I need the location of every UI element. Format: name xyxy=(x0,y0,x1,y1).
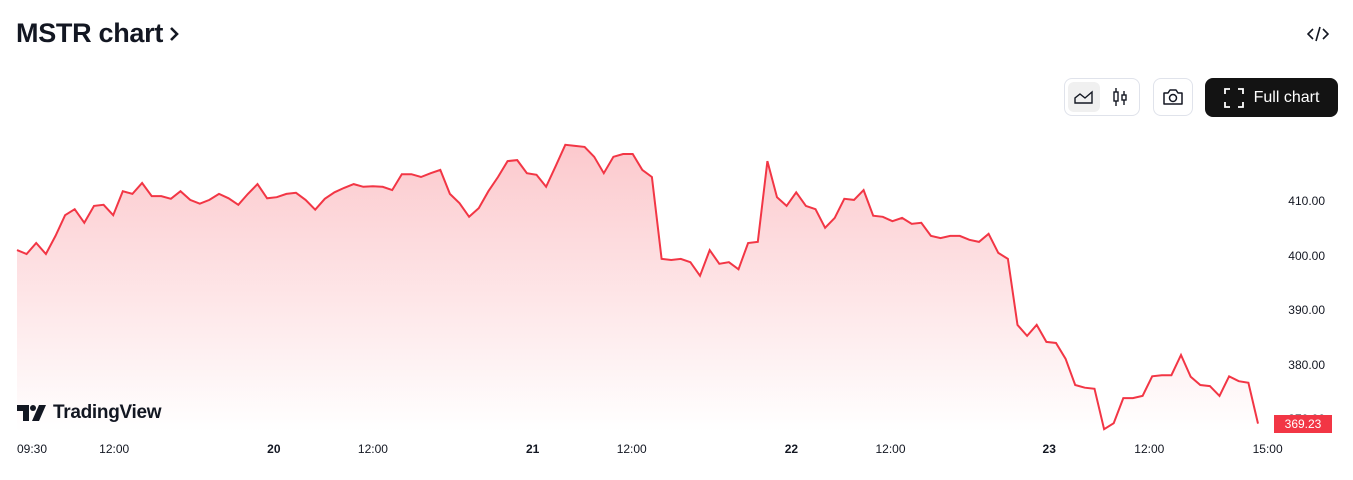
tradingview-logo-icon xyxy=(17,405,46,421)
candlestick-icon xyxy=(1113,88,1127,106)
code-icon xyxy=(1307,26,1329,42)
y-tick-label: 400.00 xyxy=(1288,248,1325,263)
x-tick-label: 15:00 xyxy=(1252,442,1283,456)
x-tick-label: 12:00 xyxy=(357,442,388,456)
y-tick-label: 410.00 xyxy=(1288,194,1325,208)
candlestick-chart-button[interactable] xyxy=(1104,82,1136,112)
tradingview-logo[interactable]: TradingView xyxy=(17,402,162,424)
x-tick-label: 12:00 xyxy=(875,442,906,456)
chart-title: MSTR chart xyxy=(16,18,164,48)
x-tick-label: 12:00 xyxy=(1134,442,1165,456)
full-chart-label: Full chart xyxy=(1253,88,1320,106)
fullscreen-icon xyxy=(1223,87,1244,108)
chevron-right-icon xyxy=(170,26,179,41)
chart-type-switch xyxy=(1064,78,1140,116)
x-tick-label: 09:30 xyxy=(17,442,48,456)
last-price-badge: 369.23 xyxy=(1274,415,1332,433)
x-tick-label: 23 xyxy=(1042,442,1056,456)
y-tick-label: 390.00 xyxy=(1288,303,1325,318)
chart-title-link[interactable]: MSTR chart xyxy=(16,18,179,49)
tradingview-logo-text: TradingView xyxy=(53,402,162,423)
area-chart-button[interactable] xyxy=(1068,82,1100,112)
x-tick-label: 22 xyxy=(784,442,799,456)
price-line xyxy=(16,143,1259,431)
area-chart-icon xyxy=(1074,90,1093,104)
snapshot-button[interactable] xyxy=(1153,78,1193,116)
embed-code-button[interactable] xyxy=(1304,22,1332,46)
price-area-fill xyxy=(17,144,1258,433)
y-tick-label: 380.00 xyxy=(1288,357,1325,372)
full-chart-button[interactable]: Full chart xyxy=(1205,78,1338,117)
x-tick-label: 12:00 xyxy=(99,442,130,456)
x-tick-label: 20 xyxy=(267,442,281,456)
camera-icon xyxy=(1163,89,1183,105)
x-tick-label: 21 xyxy=(525,442,540,456)
x-tick-label: 12:00 xyxy=(616,442,647,456)
